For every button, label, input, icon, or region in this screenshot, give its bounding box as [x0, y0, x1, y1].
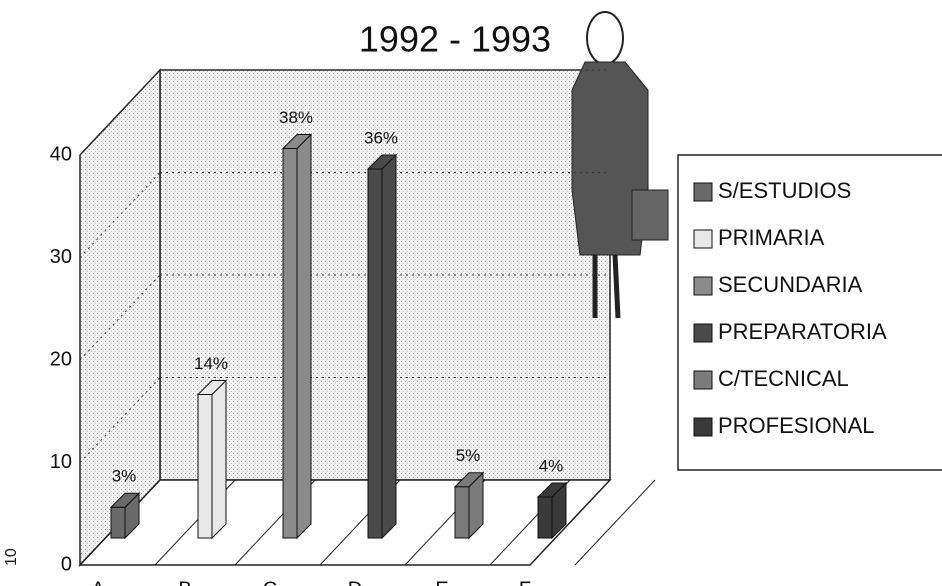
- value-label: 38%: [279, 108, 313, 127]
- legend-text: SECUNDARIA: [718, 272, 863, 297]
- legend-swatch: [693, 417, 713, 437]
- bar-face: [537, 496, 553, 539]
- bar-face: [454, 486, 470, 539]
- bar-face: [367, 168, 383, 539]
- x-tick-label: B: [178, 578, 191, 586]
- legend-text: PREPARATORIA: [718, 319, 887, 344]
- bar-face: [366, 154, 398, 170]
- bar: [109, 492, 141, 540]
- bar-face: [110, 506, 126, 539]
- x-tick-label: F: [519, 578, 531, 586]
- woman-figure: [571, 11, 669, 319]
- bar-face: [197, 394, 213, 539]
- bar: [196, 379, 228, 540]
- bar: [453, 471, 485, 540]
- bar: [536, 481, 568, 540]
- x-tick-label: A: [91, 578, 105, 586]
- value-label: 5%: [456, 446, 481, 465]
- floor-divider: [574, 479, 656, 566]
- value-label: 14%: [194, 354, 228, 373]
- bar-face: [196, 380, 228, 395]
- y-tick-label: 40: [50, 143, 72, 165]
- bar-face: [536, 482, 568, 498]
- value-label: 4%: [539, 456, 564, 475]
- y-tick-label: 0: [61, 553, 72, 575]
- grid-line: [79, 377, 161, 463]
- x-tick-label: E: [435, 578, 448, 586]
- legend: [677, 154, 942, 471]
- bar-face: [109, 492, 141, 508]
- bar-face: [282, 148, 298, 539]
- grid-line: [79, 274, 161, 361]
- bar-face: [211, 379, 227, 540]
- legend-text: PROFESIONAL: [718, 413, 874, 438]
- bar: [281, 133, 313, 540]
- legend-swatch: [693, 323, 713, 343]
- legend-swatch: [693, 370, 713, 390]
- x-tick-label: C: [263, 578, 277, 586]
- y-tick-label: 30: [50, 246, 72, 268]
- x-tick-label: D: [348, 578, 362, 586]
- value-label: 36%: [364, 128, 398, 147]
- page-number: 10: [3, 548, 20, 566]
- bar-face: [453, 472, 485, 488]
- legend-text: C/TECNICAL: [718, 366, 849, 391]
- legend-swatch: [693, 182, 713, 202]
- legend-swatch: [693, 229, 713, 249]
- y-tick-label: 10: [50, 451, 72, 473]
- grid-line: [79, 69, 161, 156]
- y-tick-label: 20: [50, 348, 72, 370]
- bar-face: [381, 153, 397, 540]
- bar: [366, 153, 398, 540]
- legend-text: S/ESTUDIOS: [718, 178, 851, 203]
- bar-face: [296, 133, 312, 540]
- bar-face: [281, 134, 313, 149]
- grid-line: [79, 172, 161, 258]
- chart-title: 1992 - 1993: [359, 19, 551, 60]
- legend-text: PRIMARIA: [718, 225, 825, 250]
- side-wall: [79, 68, 161, 567]
- value-label: 3%: [112, 467, 137, 486]
- legend-swatch: [693, 276, 713, 296]
